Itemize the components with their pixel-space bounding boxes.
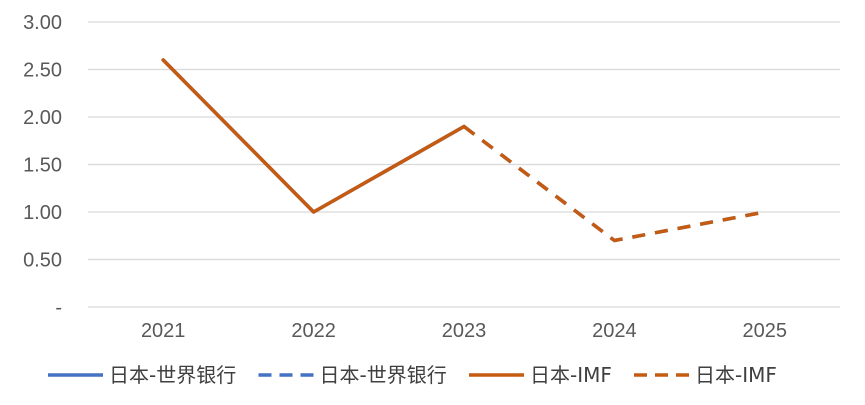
y-tick-label: 2.00 xyxy=(23,107,62,129)
x-tick-label: 2024 xyxy=(592,320,637,342)
series-line xyxy=(161,58,466,214)
y-tick-label: 2.50 xyxy=(23,60,62,82)
legend-item: 日本-世界银行 xyxy=(258,363,447,387)
x-tick-label: 2022 xyxy=(291,320,336,342)
gridlines xyxy=(88,21,840,308)
legend-label: 日本-世界银行 xyxy=(109,363,236,387)
y-tick-label: - xyxy=(55,297,62,319)
series-line xyxy=(161,58,466,214)
legend: 日本-世界银行 日本-世界银行 日本-IMF 日本-IMF xyxy=(48,363,777,387)
legend-label: 日本-IMF xyxy=(530,363,612,387)
x-tick-label: 2023 xyxy=(442,320,487,342)
y-tick-label: 1.50 xyxy=(23,155,62,177)
y-tick-label: 0.50 xyxy=(23,250,62,272)
x-tick-label: 2025 xyxy=(743,320,788,342)
legend-item: 日本-世界银行 xyxy=(48,363,236,387)
y-axis-ticks: - 0.50 1.00 1.50 2.00 2.50 3.00 xyxy=(23,12,62,319)
legend-item: 日本-IMF xyxy=(469,363,612,387)
y-tick-label: 1.00 xyxy=(23,202,62,224)
legend-item: 日本-IMF xyxy=(634,363,777,387)
series-line xyxy=(462,125,766,243)
legend-label: 日本-IMF xyxy=(695,363,777,387)
x-tick-label: 2021 xyxy=(141,320,186,342)
series-lines xyxy=(161,58,766,243)
legend-label: 日本-世界银行 xyxy=(320,363,447,387)
series-line xyxy=(462,125,766,243)
y-tick-label: 3.00 xyxy=(23,12,62,34)
x-axis-ticks: 2021 2022 2023 2024 2025 xyxy=(141,320,787,342)
